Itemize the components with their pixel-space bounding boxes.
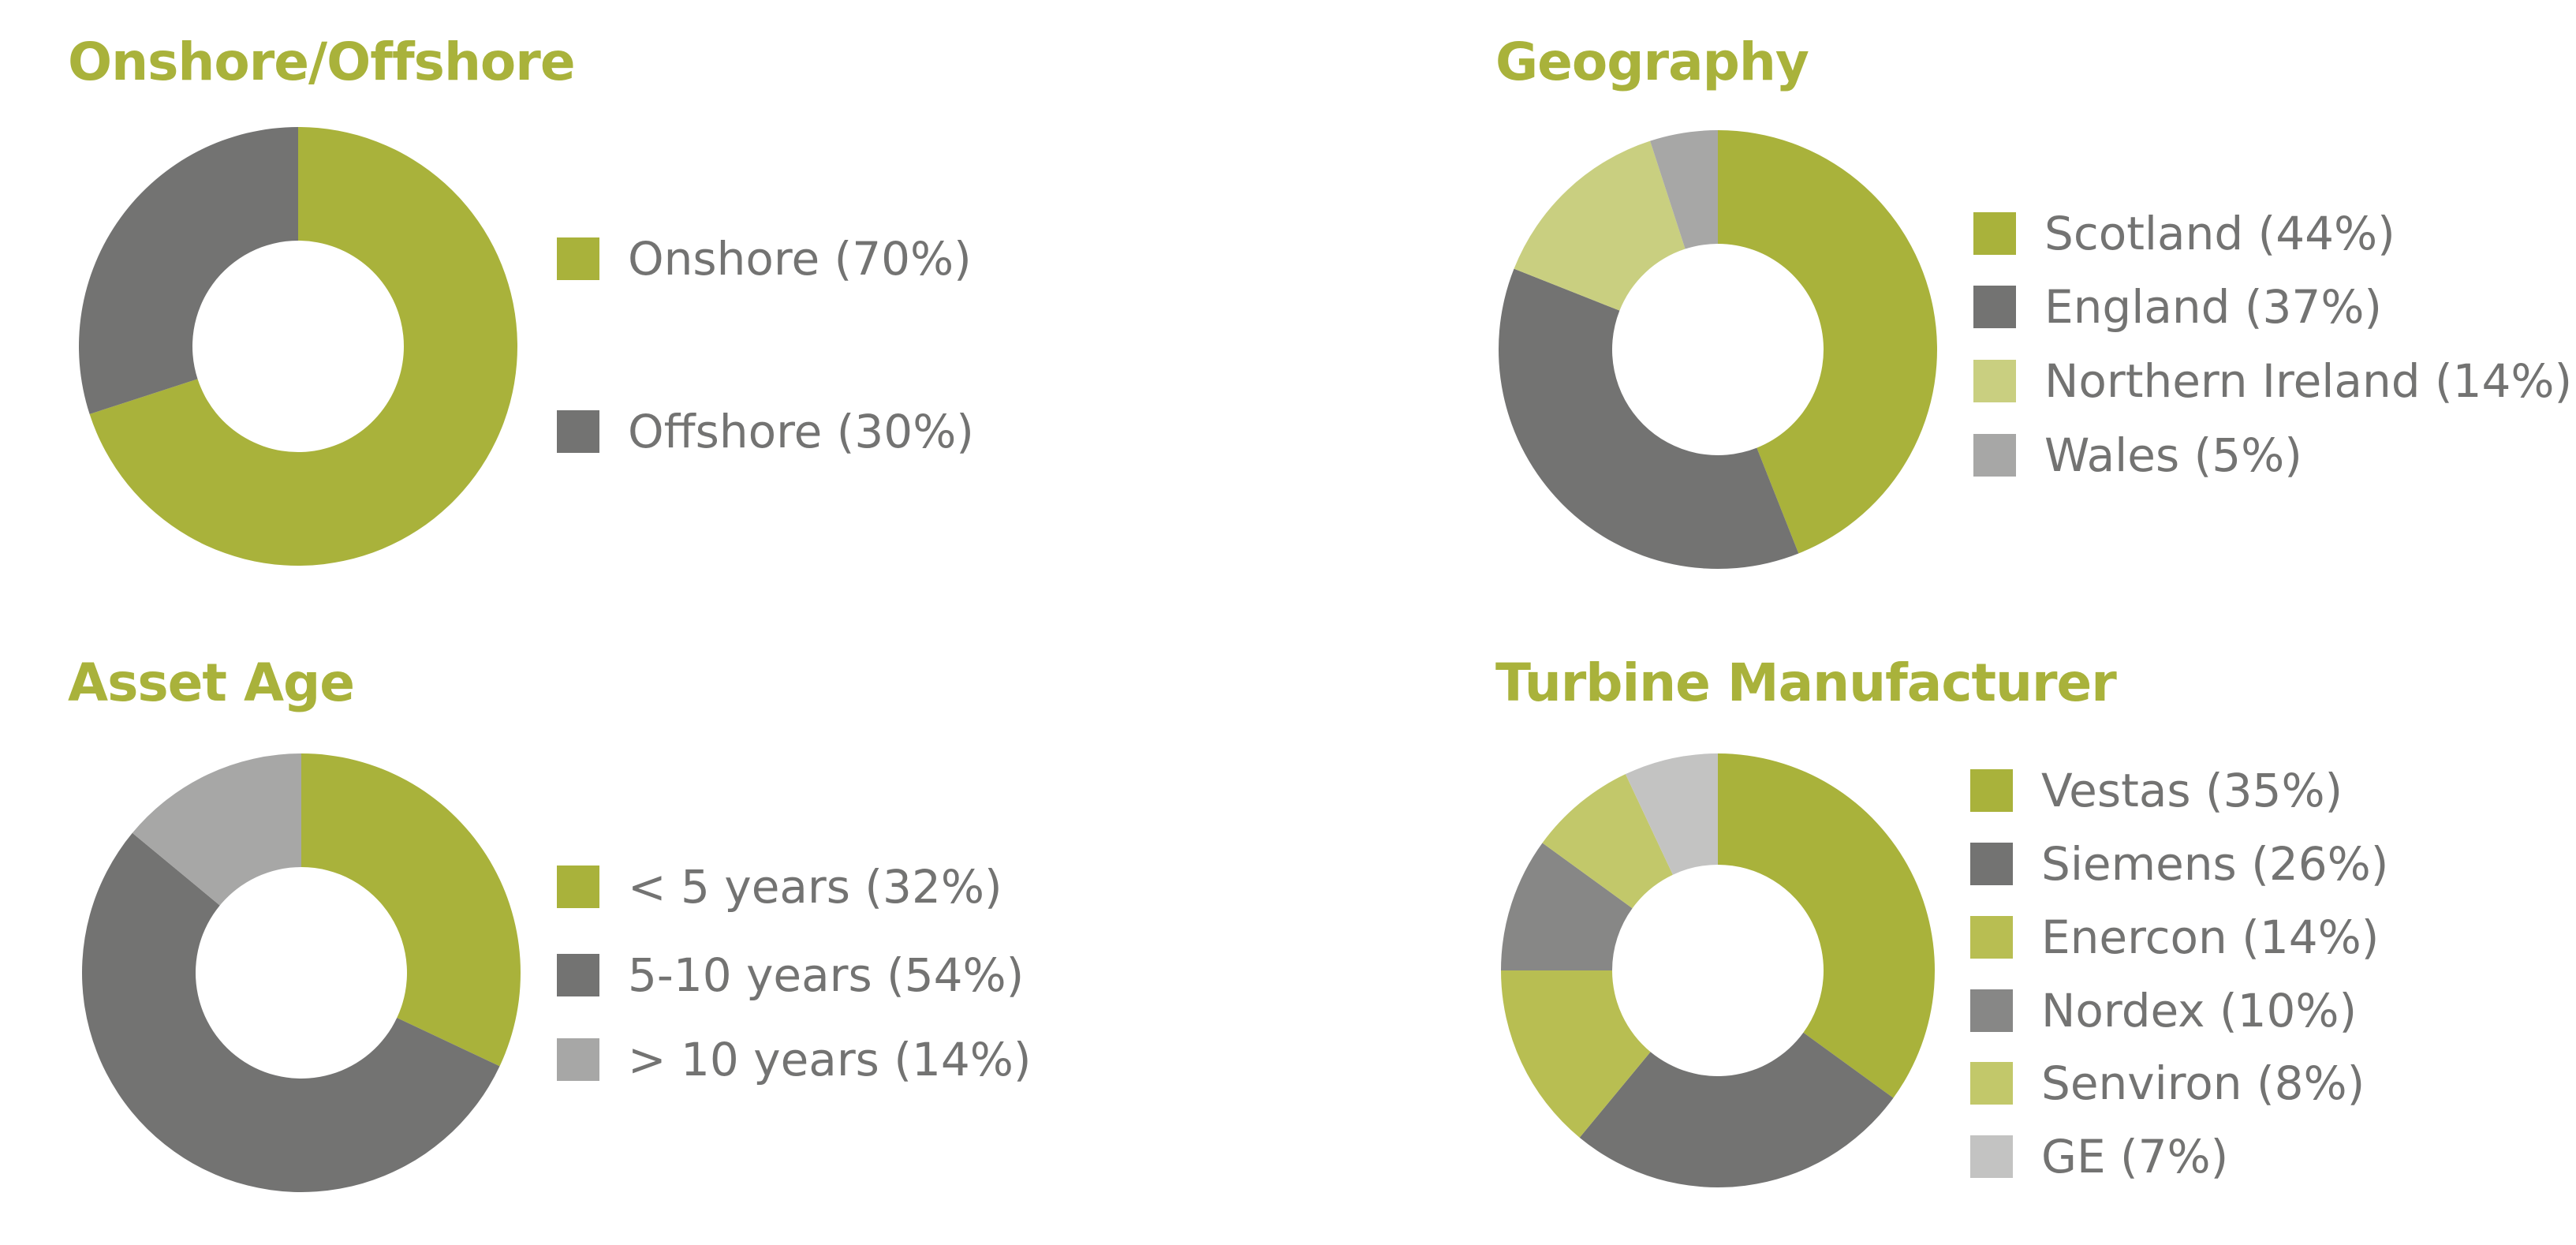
- legend-item: Siemens (26%): [1970, 837, 2389, 891]
- legend-item: Onshore (70%): [557, 232, 972, 286]
- legend-swatch: [1970, 989, 2013, 1032]
- chart-title-onshore-offshore: Onshore/Offshore: [68, 32, 576, 92]
- slice-england: [1499, 268, 1799, 569]
- legend-swatch: [1970, 843, 2013, 885]
- legend-item: < 5 years (32%): [557, 860, 1002, 914]
- legend-item: Nordex (10%): [1970, 984, 2358, 1038]
- legend-item: GE (7%): [1970, 1130, 2229, 1183]
- legend-item: > 10 years (14%): [557, 1033, 1032, 1086]
- slice-ge: [1625, 753, 1718, 875]
- legend-label: Offshore (30%): [628, 405, 974, 458]
- slice-scotland: [1718, 130, 1937, 554]
- legend-label: Scotland (44%): [2044, 207, 2395, 260]
- slice-vestas: [1718, 753, 1935, 1098]
- slice-northern-ireland: [1514, 140, 1686, 311]
- legend-item: Enercon (14%): [1970, 910, 2380, 964]
- slice-enercon: [1501, 970, 1651, 1138]
- donut-chart-turbine-manufacturer: [1501, 753, 1935, 1187]
- legend-label: Wales (5%): [2044, 428, 2302, 482]
- chart-title-geography: Geography: [1495, 32, 1809, 92]
- legend-item: Northern Ireland (14%): [1973, 354, 2573, 408]
- legend-swatch: [1973, 286, 2016, 328]
- legend-item: Senviron (8%): [1970, 1056, 2365, 1110]
- legend-label: GE (7%): [2041, 1130, 2229, 1183]
- legend-item: Vestas (35%): [1970, 768, 2343, 813]
- legend-label: Siemens (26%): [2041, 837, 2389, 891]
- legend-label: Vestas (35%): [2041, 764, 2343, 817]
- donut-chart-geography: [1499, 130, 1937, 569]
- legend-item: 5-10 years (54%): [557, 948, 1025, 1002]
- legend-label: 5-10 years (54%): [628, 948, 1025, 1002]
- slice-5-years: [301, 753, 521, 1067]
- legend-item: Wales (5%): [1973, 428, 2302, 482]
- chart-title-asset-age: Asset Age: [68, 652, 355, 713]
- legend-label: < 5 years (32%): [628, 860, 1002, 914]
- legend-swatch: [557, 866, 599, 908]
- legend-label: Nordex (10%): [2041, 984, 2358, 1038]
- legend-label: England (37%): [2044, 280, 2383, 334]
- chart-title-turbine-manufacturer: Turbine Manufacturer: [1495, 652, 2117, 713]
- slice-offshore: [78, 127, 298, 414]
- legend-label: > 10 years (14%): [628, 1033, 1032, 1086]
- legend-item: England (37%): [1973, 280, 2383, 334]
- legend-swatch: [1970, 1062, 2013, 1105]
- slice-nordex: [1501, 843, 1633, 970]
- slice-senviron: [1542, 774, 1673, 909]
- legend-swatch: [1973, 360, 2016, 402]
- slice-10-years: [132, 753, 301, 906]
- legend-swatch: [1970, 916, 2013, 959]
- legend-swatch: [1973, 434, 2016, 477]
- slice-onshore: [89, 127, 517, 566]
- legend-swatch: [1973, 212, 2016, 255]
- legend-item: Scotland (44%): [1973, 211, 2395, 256]
- legend-item: Offshore (30%): [557, 409, 974, 454]
- legend-label: Enercon (14%): [2041, 910, 2380, 964]
- legend-swatch: [557, 1038, 599, 1081]
- legend-label: Northern Ireland (14%): [2044, 354, 2573, 408]
- donut-chart-onshore-offshore: [78, 127, 517, 566]
- legend-swatch: [557, 410, 599, 453]
- legend-label: Onshore (70%): [628, 232, 972, 286]
- legend-swatch: [1970, 769, 2013, 812]
- legend-swatch: [1970, 1135, 2013, 1178]
- legend-label: Senviron (8%): [2041, 1056, 2365, 1110]
- legend-swatch: [557, 954, 599, 996]
- legend-swatch: [557, 237, 599, 280]
- slice-wales: [1650, 130, 1718, 249]
- slice-5-10-years: [82, 832, 500, 1192]
- donut-chart-asset-age: [82, 753, 521, 1192]
- slice-siemens: [1579, 1032, 1894, 1187]
